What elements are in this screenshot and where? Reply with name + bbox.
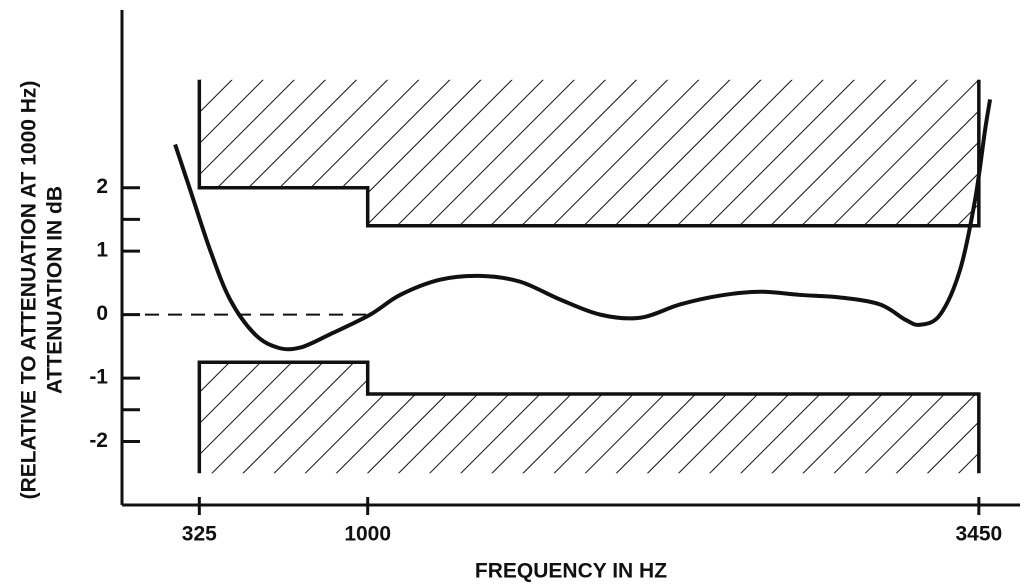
y-axis-label: (RELATIVE TO ATTENUATION AT 1000 Hz)	[18, 81, 41, 500]
hatched-region	[367, 393, 979, 474]
x-tick-label: 3450	[955, 523, 1002, 546]
x-tick-label: 325	[182, 523, 217, 546]
mask-edge	[197, 360, 981, 474]
x-axis-label: FREQUENCY IN HZ	[475, 560, 667, 583]
y-tick-label: 1	[96, 239, 108, 262]
y-tick-label: -2	[89, 429, 108, 452]
x-tick-label: 1000	[344, 523, 391, 546]
y-tick-label: -1	[89, 366, 108, 389]
hatched-region	[199, 362, 368, 474]
mask-edge	[197, 79, 981, 228]
hatched-region	[199, 79, 368, 188]
y-tick-label: 0	[96, 302, 108, 325]
response-curve	[173, 99, 993, 352]
y-axis-label: ATTENUATION IN dB	[44, 186, 67, 394]
hatched-region	[367, 79, 979, 226]
y-tick-label: 2	[96, 175, 108, 198]
